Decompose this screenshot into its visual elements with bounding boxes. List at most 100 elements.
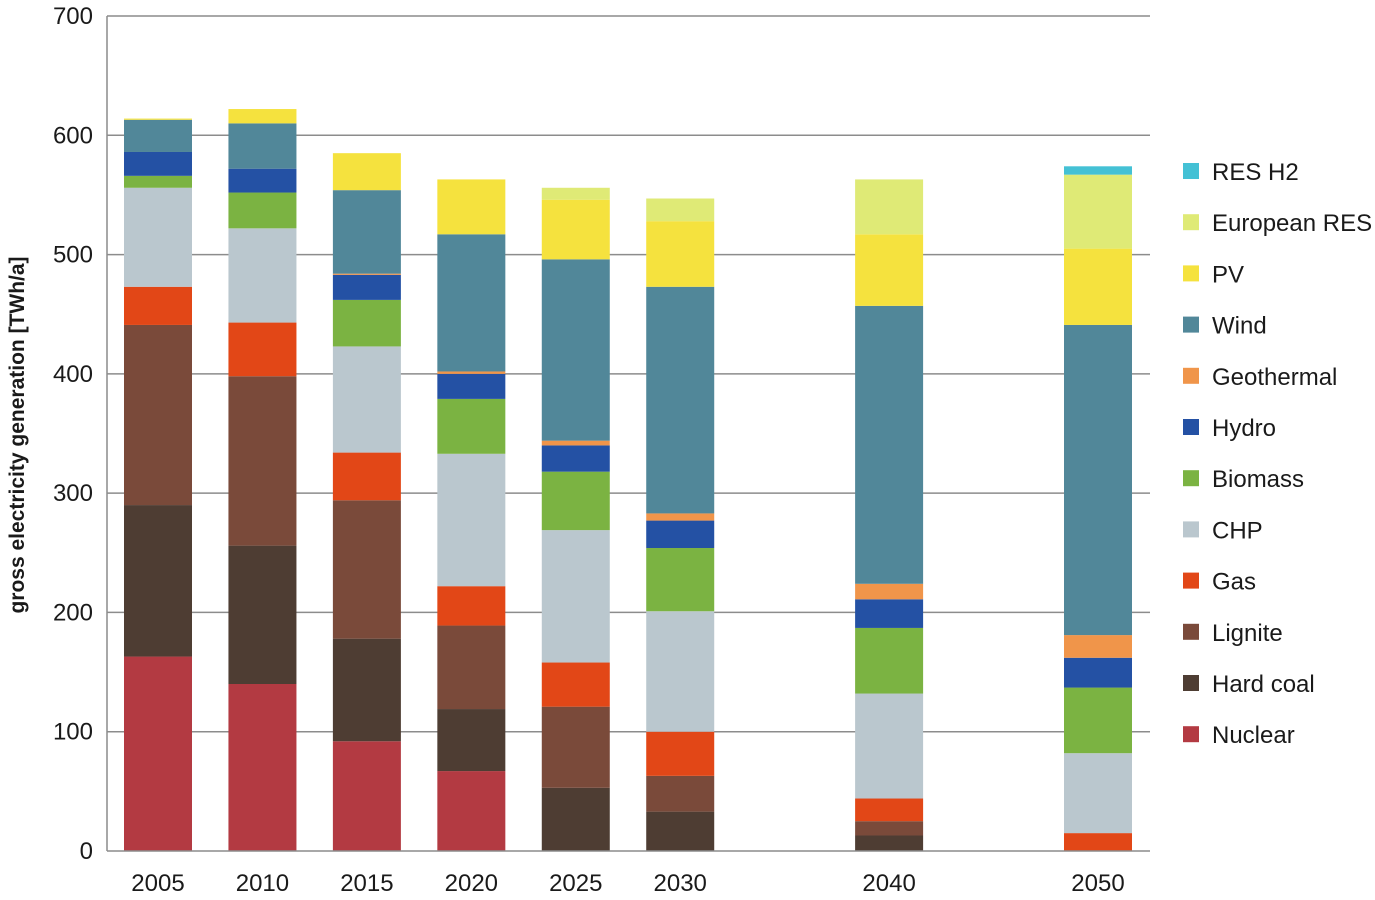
- bar-hydro-2040: [855, 599, 924, 628]
- legend-label: Geothermal: [1212, 364, 1337, 391]
- bar-hard-coal-2015: [332, 638, 401, 742]
- bar-european-res-2040: [855, 179, 924, 235]
- bar-nuclear-2010: [228, 684, 297, 851]
- bar-wind-2030: [646, 286, 715, 514]
- bar-hydro-2050: [1064, 657, 1132, 688]
- bar-hydro-2010: [228, 168, 297, 193]
- x-tick-label: 2040: [862, 870, 915, 897]
- x-tick-label: 2025: [549, 870, 602, 897]
- bar-pv-2005: [124, 118, 192, 120]
- x-tick-label: 2020: [445, 870, 498, 897]
- bar-biomass-2040: [855, 627, 924, 694]
- bar-geothermal-2020: [437, 371, 506, 374]
- y-tick-label: 300: [53, 480, 93, 507]
- legend-item-chp: CHP: [1183, 517, 1263, 544]
- bar-hydro-2025: [541, 445, 610, 472]
- bar-biomass-2025: [541, 471, 610, 531]
- bar-european-res-2030: [646, 198, 715, 222]
- bar-wind-2005: [124, 119, 192, 152]
- x-tick-label: 2010: [236, 870, 289, 897]
- legend-item-nuclear: Nuclear: [1183, 722, 1295, 749]
- bar-hard-coal-2020: [437, 709, 506, 772]
- bar-gas-2015: [332, 452, 401, 501]
- bars: [124, 109, 1132, 851]
- x-tick-label: 2005: [131, 870, 184, 897]
- bar-gas-2040: [855, 798, 924, 822]
- bar-lignite-2025: [541, 706, 610, 788]
- bar-gas-2025: [541, 662, 610, 707]
- bar-pv-2030: [646, 221, 715, 287]
- bar-biomass-2010: [228, 192, 297, 229]
- legend-swatch: [1183, 316, 1199, 333]
- x-tick-label: 2050: [1071, 870, 1124, 897]
- y-tick-label: 400: [53, 361, 93, 388]
- bar-wind-2020: [437, 234, 506, 372]
- bar-gas-2020: [437, 586, 506, 626]
- bar-chp-2040: [855, 693, 924, 799]
- bar-wind-2050: [1064, 324, 1132, 636]
- legend-item-hard-coal: Hard coal: [1183, 671, 1315, 698]
- legend-swatch: [1183, 623, 1199, 640]
- y-tick-label: 700: [53, 3, 93, 30]
- y-tick-label: 200: [53, 599, 93, 626]
- legend-swatch: [1183, 419, 1199, 435]
- bar-pv-2050: [1064, 248, 1132, 325]
- bar-pv-2010: [228, 109, 297, 124]
- bar-pv-2015: [332, 153, 401, 191]
- y-tick-label: 0: [80, 838, 93, 865]
- bar-res-h2-2050: [1064, 166, 1132, 175]
- bar-geothermal-2030: [646, 513, 715, 521]
- bar-pv-2025: [541, 199, 610, 260]
- legend-swatch: [1183, 572, 1199, 589]
- bar-lignite-2005: [124, 324, 192, 506]
- bar-biomass-2050: [1064, 687, 1132, 754]
- bar-geothermal-2015: [332, 273, 401, 275]
- bar-hard-coal-2005: [124, 505, 192, 657]
- legend-label: Gas: [1212, 569, 1256, 596]
- legend-label: Hard coal: [1212, 671, 1315, 698]
- bar-lignite-2040: [855, 821, 924, 836]
- legend-label: RES H2: [1212, 159, 1299, 186]
- bar-gas-2050: [1064, 833, 1132, 851]
- legend-label: Wind: [1212, 313, 1267, 340]
- legend-item-lignite: Lignite: [1183, 620, 1283, 647]
- legend-label: Biomass: [1212, 466, 1304, 493]
- bar-lignite-2030: [646, 775, 715, 812]
- x-tick-label: 2030: [654, 870, 707, 897]
- bar-hydro-2030: [646, 520, 715, 549]
- bar-pv-2020: [437, 179, 506, 235]
- legend-swatch: [1183, 726, 1199, 743]
- legend-swatch: [1183, 675, 1199, 691]
- bar-geothermal-2025: [541, 440, 610, 446]
- bar-hard-coal-2025: [541, 787, 610, 851]
- bar-gas-2010: [228, 322, 297, 377]
- bar-chp-2050: [1064, 753, 1132, 834]
- legend-swatch: [1183, 367, 1199, 384]
- bar-chp-2005: [124, 187, 192, 287]
- bar-wind-2015: [332, 190, 401, 274]
- legend: RES H2 European RES PV Wind Geothermal Hydro B…: [1183, 159, 1372, 749]
- y-tick-labels: 0 100 200 300 400 500 600 700: [53, 3, 93, 865]
- bar-hard-coal-2010: [228, 545, 297, 684]
- bar-biomass-2030: [646, 548, 715, 612]
- legend-item-geothermal: Geothermal: [1183, 364, 1337, 391]
- bar-biomass-2005: [124, 175, 192, 188]
- bar-pv-2040: [855, 234, 924, 306]
- legend-item-hydro: Hydro: [1183, 415, 1276, 442]
- legend-item-wind: Wind: [1183, 313, 1267, 340]
- bar-chp-2010: [228, 228, 297, 323]
- legend-label: PV: [1212, 261, 1244, 288]
- bar-european-res-2050: [1064, 174, 1132, 249]
- legend-swatch: [1183, 521, 1199, 538]
- axes: [106, 16, 1150, 852]
- bar-hydro-2020: [437, 373, 506, 399]
- legend-swatch: [1183, 470, 1199, 487]
- bar-hydro-2005: [124, 151, 192, 176]
- y-tick-label: 600: [53, 122, 93, 149]
- bar-geothermal-2050: [1064, 635, 1132, 658]
- bar-lignite-2015: [332, 500, 401, 639]
- bar-biomass-2015: [332, 299, 401, 347]
- legend-label: European RES: [1212, 210, 1372, 237]
- bar-european-res-2025: [541, 187, 610, 200]
- bar-wind-2010: [228, 123, 297, 169]
